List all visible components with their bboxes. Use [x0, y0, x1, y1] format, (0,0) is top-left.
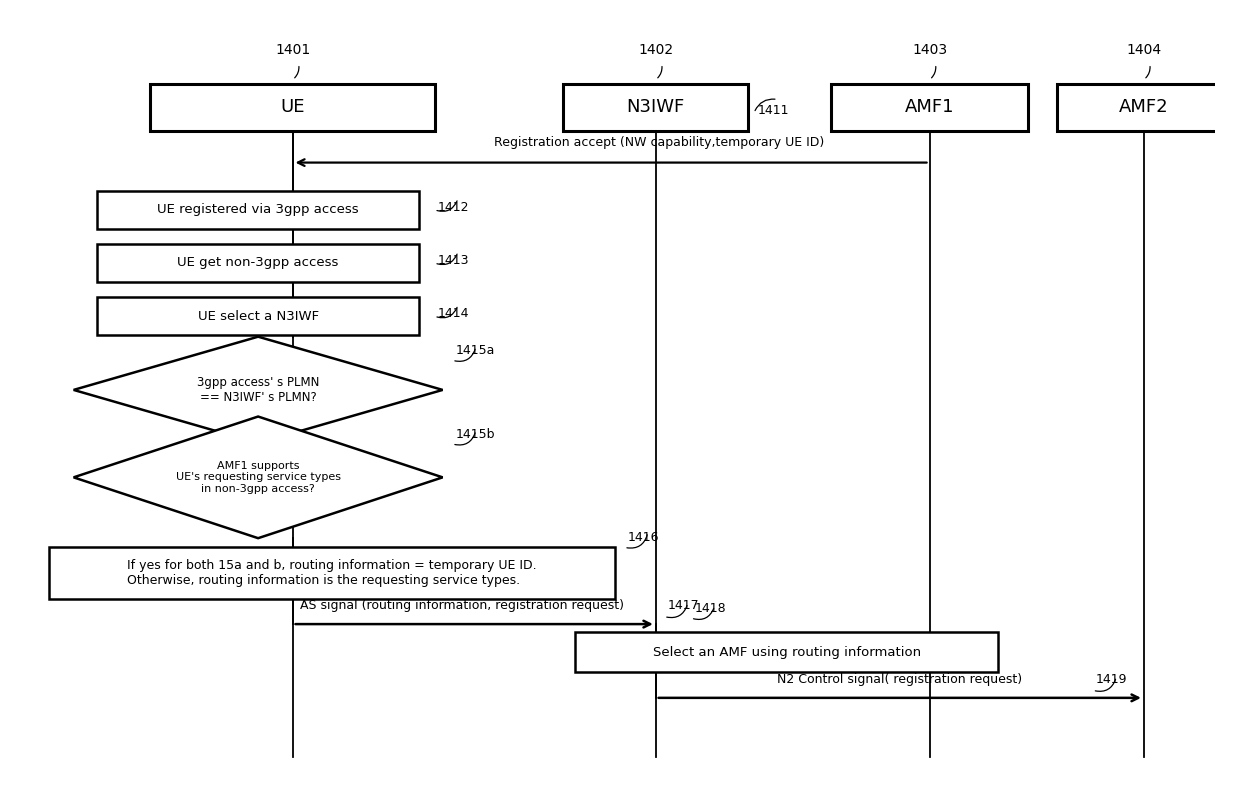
- Text: 1403: 1403: [911, 43, 947, 57]
- Text: 1414: 1414: [438, 307, 470, 321]
- Text: 1413: 1413: [438, 254, 470, 267]
- Bar: [575, 633, 998, 672]
- Text: 3gpp access' s PLMN
== N3IWF' s PLMN?: 3gpp access' s PLMN == N3IWF' s PLMN?: [197, 376, 320, 404]
- Text: UE registered via 3gpp access: UE registered via 3gpp access: [157, 204, 358, 216]
- Text: If yes for both 15a and b, routing information = temporary UE ID.
Otherwise, rou: If yes for both 15a and b, routing infor…: [128, 559, 537, 587]
- Text: 1416: 1416: [627, 531, 660, 543]
- Text: AMF2: AMF2: [1118, 98, 1168, 116]
- Text: 1415b: 1415b: [456, 428, 495, 441]
- Text: 1419: 1419: [1096, 672, 1127, 686]
- Bar: [98, 297, 419, 335]
- Text: UE: UE: [280, 98, 305, 116]
- Text: 1412: 1412: [438, 201, 470, 214]
- Text: AMF1: AMF1: [905, 98, 955, 116]
- Text: 1415a: 1415a: [456, 345, 495, 357]
- Text: N3IWF: N3IWF: [626, 98, 684, 116]
- Bar: [563, 83, 748, 131]
- Text: 1417: 1417: [667, 599, 699, 612]
- Text: Select an AMF using routing information: Select an AMF using routing information: [652, 645, 921, 659]
- Polygon shape: [73, 337, 443, 444]
- Text: 1411: 1411: [758, 105, 789, 117]
- Text: 1401: 1401: [275, 43, 310, 57]
- Text: N2 Control signal( registration request): N2 Control signal( registration request): [777, 672, 1022, 686]
- Text: AS signal (routing information, registration request): AS signal (routing information, registra…: [300, 599, 624, 612]
- Bar: [831, 83, 1028, 131]
- Text: 1404: 1404: [1126, 43, 1162, 57]
- Bar: [50, 547, 615, 599]
- Text: Registration accept (NW capability,temporary UE ID): Registration accept (NW capability,tempo…: [494, 136, 823, 149]
- Bar: [1058, 83, 1230, 131]
- Text: UE select a N3IWF: UE select a N3IWF: [197, 310, 319, 322]
- Polygon shape: [73, 417, 443, 539]
- Bar: [150, 83, 435, 131]
- Text: 1418: 1418: [694, 602, 727, 615]
- Text: 1402: 1402: [639, 43, 673, 57]
- Bar: [98, 244, 419, 282]
- Bar: [98, 191, 419, 229]
- Text: UE get non-3gpp access: UE get non-3gpp access: [177, 257, 339, 269]
- Text: AMF1 supports
UE's requesting service types
in non-3gpp access?: AMF1 supports UE's requesting service ty…: [176, 461, 341, 494]
